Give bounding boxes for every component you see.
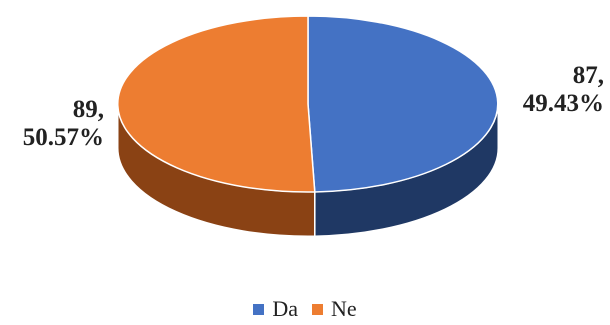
data-label-da-percent: 49.43%	[522, 90, 604, 117]
legend-label-ne: Ne	[331, 296, 357, 321]
legend-item-da[interactable]: Da	[253, 296, 298, 322]
legend-swatch-ne	[312, 303, 323, 315]
data-label-ne-value: 89,	[72, 96, 104, 123]
data-label-da: 87, 49.43%	[486, 62, 604, 118]
data-label-ne-percent: 50.57%	[22, 124, 104, 151]
pie-slice-ne[interactable]	[117, 15, 316, 193]
legend-item-ne[interactable]: Ne	[312, 296, 357, 322]
legend: Da Ne	[0, 296, 610, 322]
legend-swatch-da	[253, 303, 265, 315]
pie-slice-da[interactable]	[307, 15, 499, 193]
pie-top-faces	[117, 15, 499, 193]
data-label-da-value: 87,	[572, 62, 604, 89]
legend-label-da: Da	[272, 296, 298, 321]
data-label-ne: 89, 50.57%	[4, 96, 104, 152]
